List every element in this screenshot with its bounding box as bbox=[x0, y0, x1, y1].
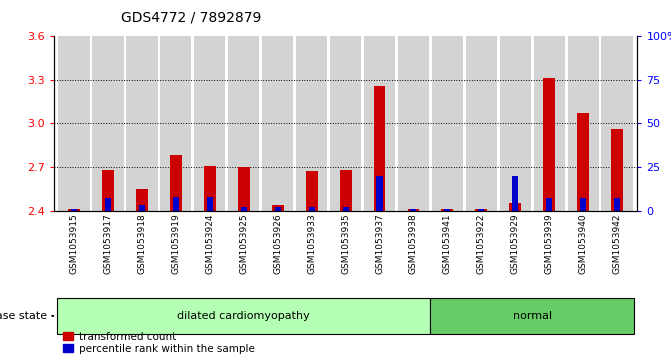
Bar bbox=[568, 36, 599, 211]
Bar bbox=[442, 209, 454, 211]
Bar bbox=[228, 36, 260, 211]
Bar bbox=[444, 209, 450, 211]
Bar bbox=[466, 36, 497, 211]
Bar bbox=[194, 36, 225, 211]
Bar bbox=[411, 209, 417, 211]
Bar bbox=[330, 36, 361, 211]
Bar bbox=[274, 207, 280, 211]
Bar bbox=[306, 171, 317, 211]
Legend: transformed count, percentile rank within the sample: transformed count, percentile rank withi… bbox=[59, 327, 259, 358]
Bar bbox=[262, 36, 293, 211]
Bar bbox=[68, 209, 80, 211]
Bar bbox=[533, 36, 565, 211]
Bar bbox=[478, 209, 484, 211]
Bar bbox=[580, 198, 586, 211]
Bar bbox=[512, 176, 518, 211]
Bar bbox=[102, 170, 114, 211]
Bar bbox=[475, 209, 487, 211]
Bar bbox=[601, 36, 633, 211]
Bar bbox=[544, 78, 555, 211]
Bar bbox=[431, 36, 463, 211]
Bar bbox=[105, 198, 111, 211]
Bar bbox=[614, 198, 620, 211]
Bar bbox=[398, 36, 429, 211]
Bar bbox=[546, 198, 552, 211]
Bar bbox=[136, 189, 148, 211]
Text: normal: normal bbox=[513, 311, 552, 321]
Bar bbox=[407, 209, 419, 211]
Bar bbox=[170, 155, 182, 211]
Bar bbox=[126, 36, 158, 211]
Bar bbox=[509, 203, 521, 211]
Bar bbox=[58, 36, 90, 211]
Bar bbox=[376, 176, 382, 211]
Bar bbox=[71, 209, 77, 211]
Bar bbox=[207, 197, 213, 211]
Bar bbox=[364, 36, 395, 211]
Bar bbox=[296, 36, 327, 211]
Bar bbox=[204, 166, 216, 211]
Bar bbox=[340, 170, 352, 211]
Bar bbox=[309, 207, 315, 211]
Text: dilated cardiomyopathy: dilated cardiomyopathy bbox=[177, 311, 310, 321]
Bar bbox=[611, 129, 623, 211]
Bar bbox=[500, 36, 531, 211]
Bar bbox=[577, 113, 589, 211]
Bar bbox=[342, 207, 349, 211]
Bar bbox=[272, 205, 284, 211]
Bar bbox=[238, 167, 250, 211]
Bar bbox=[93, 36, 123, 211]
Bar bbox=[160, 36, 191, 211]
Text: disease state: disease state bbox=[0, 311, 47, 321]
Bar bbox=[374, 86, 385, 211]
Bar bbox=[241, 207, 247, 211]
Bar bbox=[173, 197, 179, 211]
Text: GDS4772 / 7892879: GDS4772 / 7892879 bbox=[121, 11, 261, 25]
Bar bbox=[139, 205, 145, 211]
